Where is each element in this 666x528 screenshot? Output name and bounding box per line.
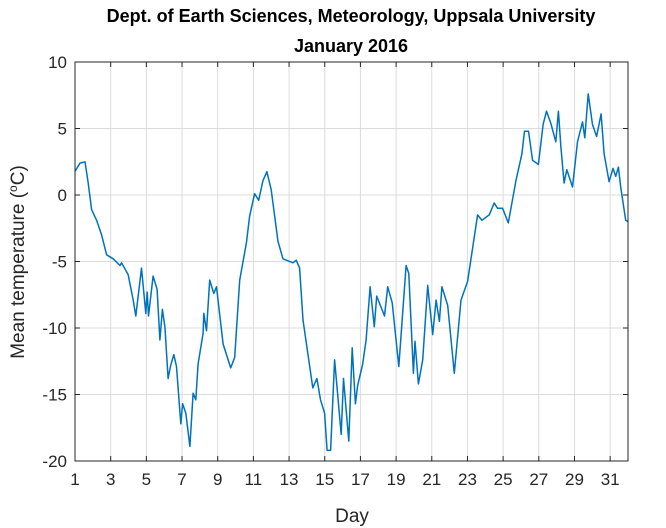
- x-tick-label: 29: [565, 470, 584, 489]
- y-axis-label: Mean temperature (oC): [6, 165, 29, 359]
- y-tick-label: 10: [48, 53, 67, 72]
- x-tick-label: 27: [529, 470, 548, 489]
- y-tick-label: -20: [42, 452, 67, 471]
- x-tick-label: 7: [177, 470, 186, 489]
- x-tick-label: 31: [601, 470, 620, 489]
- x-tick-label: 1: [70, 470, 79, 489]
- y-tick-label: 0: [58, 186, 67, 205]
- x-tick-label: 9: [213, 470, 222, 489]
- grid: [74, 61, 628, 462]
- y-tick-label: -10: [42, 319, 67, 338]
- y-label-degree: o: [6, 185, 20, 192]
- x-tick-label: 13: [280, 470, 299, 489]
- y-tick-label: -15: [42, 386, 67, 405]
- y-label-main: Mean temperature (: [8, 191, 29, 359]
- chart-title-line-2: January 2016: [294, 36, 408, 56]
- temperature-line: [74, 93, 629, 452]
- x-tick-label: 15: [315, 470, 334, 489]
- ticks: 1 3 5 7 9 11 13 15 17 19 21 23 25 27 29 31-20-15-10-505…: [42, 53, 628, 489]
- x-tick-label: 11: [245, 470, 263, 489]
- x-tick-label: 23: [458, 470, 477, 489]
- x-tick-label: 3: [106, 470, 115, 489]
- chart-title-line-1: Dept. of Earth Sciences, Meteorology, Up…: [107, 6, 596, 26]
- y-tick-label: -5: [52, 253, 67, 272]
- x-tick-label: 19: [387, 470, 406, 489]
- y-tick-label: 5: [58, 120, 67, 139]
- x-tick-label: 17: [351, 470, 370, 489]
- x-tick-label: 5: [142, 470, 151, 489]
- x-tick-label: 25: [494, 470, 513, 489]
- y-label-unit: C): [8, 165, 29, 185]
- x-axis-label: Day: [335, 506, 369, 527]
- x-tick-label: 21: [422, 470, 441, 489]
